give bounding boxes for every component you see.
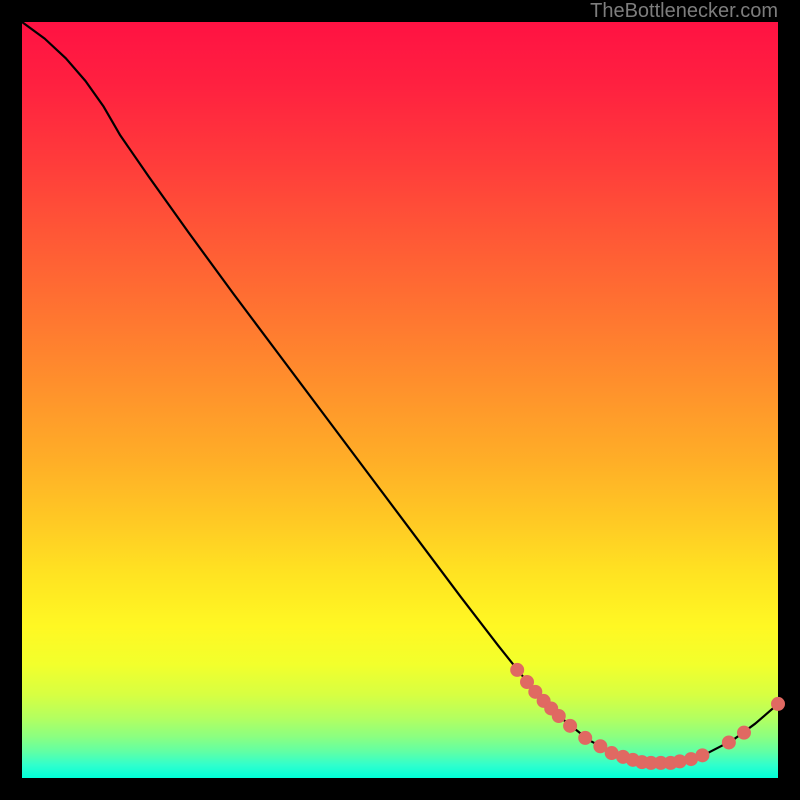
curve-marker <box>673 755 686 768</box>
chart-frame: TheBottlenecker.com <box>0 0 800 800</box>
bottleneck-chart <box>0 0 800 800</box>
curve-marker <box>579 731 592 744</box>
curve-marker <box>511 663 524 676</box>
curve-marker <box>552 710 565 723</box>
watermark-label: TheBottlenecker.com <box>590 0 778 23</box>
curve-marker <box>722 736 735 749</box>
curve-marker <box>772 697 785 710</box>
curve-marker <box>696 749 709 762</box>
curve-marker <box>564 719 577 732</box>
gradient-background <box>22 22 778 778</box>
curve-marker <box>594 740 607 753</box>
curve-marker <box>737 726 750 739</box>
